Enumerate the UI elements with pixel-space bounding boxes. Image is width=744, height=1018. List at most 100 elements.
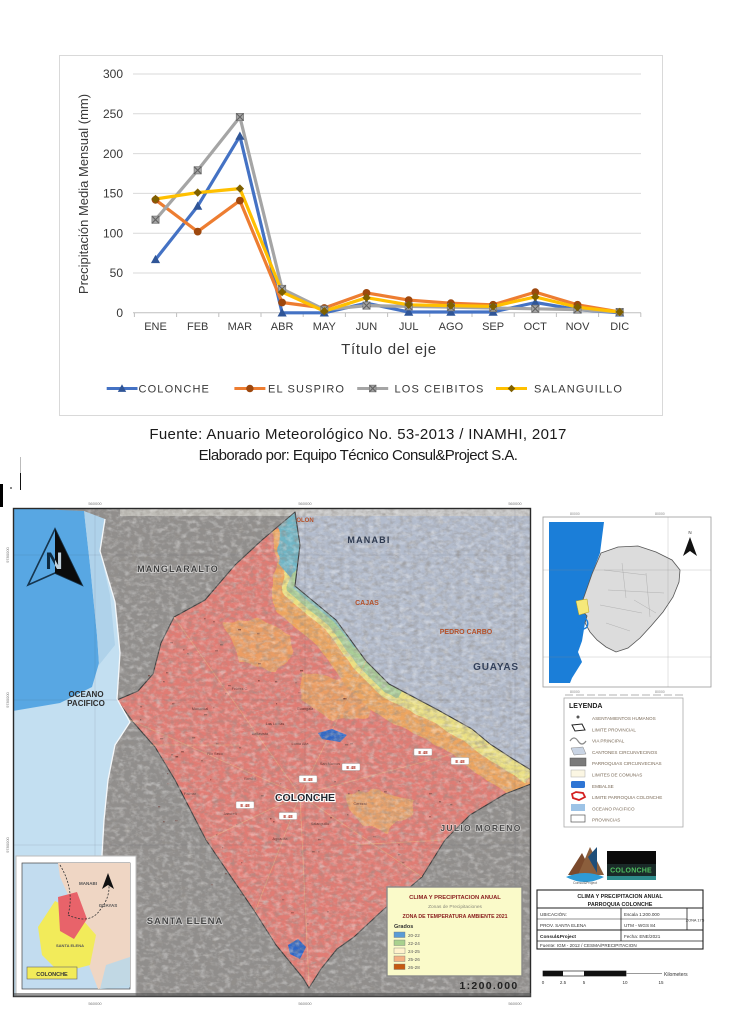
svg-text:DIC: DIC — [610, 321, 629, 333]
svg-text:OCEANO: OCEANO — [68, 690, 103, 699]
svg-text:CLIMA Y PRECIPITACION ANUAL: CLIMA Y PRECIPITACION ANUAL — [577, 894, 663, 900]
svg-text:PROVINCIAS: PROVINCIAS — [592, 818, 620, 823]
svg-text:100: 100 — [103, 226, 123, 240]
svg-text:EL SUSPIRO: EL SUSPIRO — [268, 384, 345, 396]
svg-text:VIA PRINCIPAL: VIA PRINCIPAL — [592, 739, 625, 744]
svg-text:JUN: JUN — [356, 321, 377, 333]
svg-text:9780000: 9780000 — [5, 691, 10, 707]
svg-text:OCEANO PACIFICO: OCEANO PACIFICO — [592, 806, 635, 811]
svg-text:20-22: 20-22 — [408, 933, 420, 938]
svg-text:SEP: SEP — [482, 321, 504, 333]
svg-text:ENE: ENE — [144, 321, 167, 333]
svg-text:COLONCHE: COLONCHE — [610, 868, 652, 875]
svg-text:26-28: 26-28 — [408, 965, 420, 970]
svg-text:MANGLARALTO: MANGLARALTO — [137, 564, 219, 574]
svg-text:LIMITES DE COMUNAS: LIMITES DE COMUNAS — [592, 773, 642, 778]
svg-text:E 48: E 48 — [240, 803, 250, 808]
svg-text:80000: 80000 — [655, 690, 665, 694]
svg-text:COLONCHE: COLONCHE — [139, 384, 211, 396]
svg-text:NOV: NOV — [566, 321, 591, 333]
svg-text:1:200.000: 1:200.000 — [460, 980, 519, 992]
svg-text:250: 250 — [103, 107, 123, 121]
svg-text:JUL: JUL — [399, 321, 419, 333]
svg-text:FEB: FEB — [187, 321, 208, 333]
svg-text:UTM - WGS 84: UTM - WGS 84 — [624, 923, 656, 928]
svg-text:Grados: Grados — [394, 924, 413, 930]
svg-text:COLONCHE: COLONCHE — [275, 792, 335, 804]
svg-text:Zonas de Precipitaciones: Zonas de Precipitaciones — [428, 904, 482, 910]
svg-text:Fuente: IGM - 2012 / CESMA/PRE: Fuente: IGM - 2012 / CESMA/PRECIPITACION — [540, 943, 637, 948]
svg-text:9780000: 9780000 — [5, 836, 10, 852]
svg-text:560000: 560000 — [508, 1001, 522, 1006]
svg-text:22-24: 22-24 — [408, 941, 420, 946]
svg-text:COLONCHE: COLONCHE — [36, 972, 68, 978]
svg-text:80000: 80000 — [570, 690, 580, 694]
svg-text:SALANGUILLO: SALANGUILLO — [534, 384, 623, 396]
svg-text:25-26: 25-26 — [408, 957, 420, 962]
svg-text:10: 10 — [622, 980, 628, 985]
svg-text:N: N — [45, 548, 62, 575]
svg-text:E 48: E 48 — [283, 814, 293, 819]
svg-text:15: 15 — [658, 980, 664, 985]
svg-text:0: 0 — [542, 980, 545, 985]
svg-text:2.5: 2.5 — [560, 980, 567, 985]
svg-text:GUAYAS: GUAYAS — [99, 903, 117, 908]
svg-text:ZONA 17S: ZONA 17S — [686, 918, 705, 923]
svg-text:GUAYAS: GUAYAS — [473, 662, 519, 673]
svg-text:ASENTAMIENTOS HUMANOS: ASENTAMIENTOS HUMANOS — [592, 716, 656, 721]
svg-text:9780000: 9780000 — [5, 546, 10, 562]
svg-text:300: 300 — [103, 67, 123, 81]
svg-text:CLIMA Y PRECIPITACION ANUAL: CLIMA Y PRECIPITACION ANUAL — [409, 895, 501, 901]
svg-text:LIMITE PROVINCIAL: LIMITE PROVINCIAL — [592, 727, 636, 732]
svg-text:MAR: MAR — [228, 321, 253, 333]
svg-text:EMBALSE: EMBALSE — [592, 784, 614, 789]
svg-text:LOS CEIBITOS: LOS CEIBITOS — [395, 384, 485, 396]
svg-text:Fecha: ENE/2021: Fecha: ENE/2021 — [624, 934, 661, 939]
svg-text:LEYENDA: LEYENDA — [569, 703, 602, 710]
svg-text:AGO: AGO — [439, 321, 464, 333]
svg-text:560000: 560000 — [88, 501, 102, 506]
svg-text:E 48: E 48 — [418, 750, 428, 755]
svg-text:N: N — [688, 530, 691, 535]
svg-text:PEDRO CARBO: PEDRO CARBO — [440, 629, 493, 636]
svg-text:Escala 1:200.000: Escala 1:200.000 — [624, 912, 660, 917]
svg-text:80000: 80000 — [655, 512, 665, 516]
svg-text:E 48: E 48 — [303, 777, 313, 782]
svg-text:E 48: E 48 — [455, 759, 465, 764]
svg-text:PROV. SANTA ELENA: PROV. SANTA ELENA — [540, 923, 587, 928]
svg-text:24-25: 24-25 — [408, 949, 420, 954]
svg-text:5: 5 — [583, 980, 586, 985]
svg-text:Consul&Project: Consul&Project — [573, 881, 597, 885]
svg-text:CAJAS: CAJAS — [355, 600, 379, 607]
svg-text:MANABI: MANABI — [347, 535, 390, 545]
svg-text:SANTA ELENA: SANTA ELENA — [56, 943, 84, 948]
svg-text:Kilometers: Kilometers — [664, 972, 688, 978]
svg-text:Título del eje: Título del eje — [341, 341, 437, 358]
svg-text:0: 0 — [116, 306, 123, 320]
svg-text:PARROQUIAS CIRCUNVECINAS: PARROQUIAS CIRCUNVECINAS — [592, 761, 662, 766]
svg-text:Consul&Project: Consul&Project — [540, 934, 576, 940]
svg-text:200: 200 — [103, 147, 123, 161]
svg-text:PACIFICO: PACIFICO — [67, 699, 105, 708]
svg-text:CANTONES CIRCUNVECINOS: CANTONES CIRCUNVECINOS — [592, 750, 657, 755]
svg-text:E 48: E 48 — [346, 765, 356, 770]
svg-text:Precipitación Media Mensual (m: Precipitación Media Mensual (mm) — [76, 94, 91, 294]
svg-text:560000: 560000 — [88, 1001, 102, 1006]
svg-text:560000: 560000 — [508, 501, 522, 506]
svg-text:560000: 560000 — [298, 501, 312, 506]
svg-text:LIMITE PARROQUIA COLONCHE: LIMITE PARROQUIA COLONCHE — [592, 795, 662, 800]
svg-text:UBICACIÓN:: UBICACIÓN: — [540, 911, 567, 917]
svg-text:OCT: OCT — [524, 321, 548, 333]
svg-text:SANTA ELENA: SANTA ELENA — [147, 916, 223, 927]
svg-text:50: 50 — [110, 266, 124, 280]
svg-text:MAY: MAY — [313, 321, 337, 333]
svg-text:ABR: ABR — [271, 321, 294, 333]
svg-text:N: N — [45, 548, 62, 575]
svg-text:80000: 80000 — [570, 512, 580, 516]
svg-text:ZONA DE TEMPERATURA AMBIENTE 2: ZONA DE TEMPERATURA AMBIENTE 2021 — [402, 914, 507, 920]
svg-text:JULIO MORENO: JULIO MORENO — [440, 823, 521, 833]
svg-text:OLON: OLON — [296, 518, 313, 524]
svg-text:150: 150 — [103, 187, 123, 201]
svg-text:MANABI: MANABI — [79, 881, 97, 886]
svg-text:560000: 560000 — [298, 1001, 312, 1006]
